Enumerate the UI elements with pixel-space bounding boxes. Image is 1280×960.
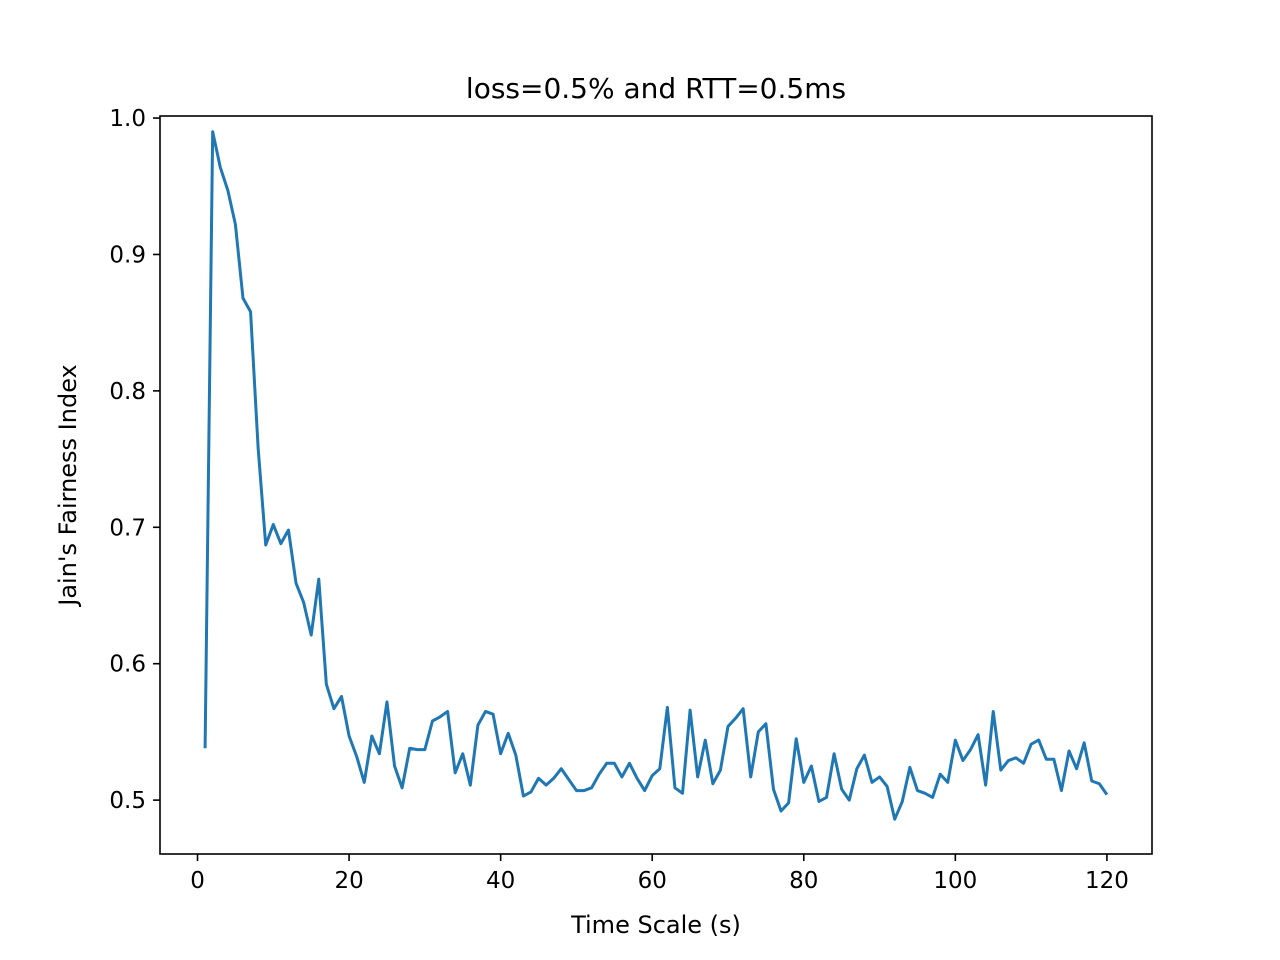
plot-frame xyxy=(160,116,1152,854)
y-tick-label: 0.7 xyxy=(109,515,146,541)
series-line xyxy=(203,130,1109,821)
x-axis-label: Time Scale (s) xyxy=(570,911,741,939)
x-tick-label: 20 xyxy=(334,868,363,894)
y-tick-label: 0.9 xyxy=(109,242,146,268)
ticks-layer: 0 20 40 60 80 100 120 0.5 0.6 0.7 0.8 0.9 1.0 xyxy=(109,106,1128,894)
y-tick-label: 0.8 xyxy=(109,379,146,405)
x-tick-label: 100 xyxy=(933,868,977,894)
x-tick-label: 120 xyxy=(1085,868,1129,894)
axes-border xyxy=(159,115,1153,855)
y-tick-label: 0.6 xyxy=(109,652,146,678)
x-tick-label: 60 xyxy=(638,868,667,894)
chart-title: loss=0.5% and RTT=0.5ms xyxy=(466,72,846,105)
x-tick-label: 0 xyxy=(190,868,205,894)
y-axis-label: Jain's Fairness Index xyxy=(54,364,82,608)
y-tick-label: 0.5 xyxy=(109,788,146,814)
x-tick-label: 80 xyxy=(789,868,818,894)
x-tick-label: 40 xyxy=(486,868,515,894)
y-tick-label: 1.0 xyxy=(109,106,146,132)
